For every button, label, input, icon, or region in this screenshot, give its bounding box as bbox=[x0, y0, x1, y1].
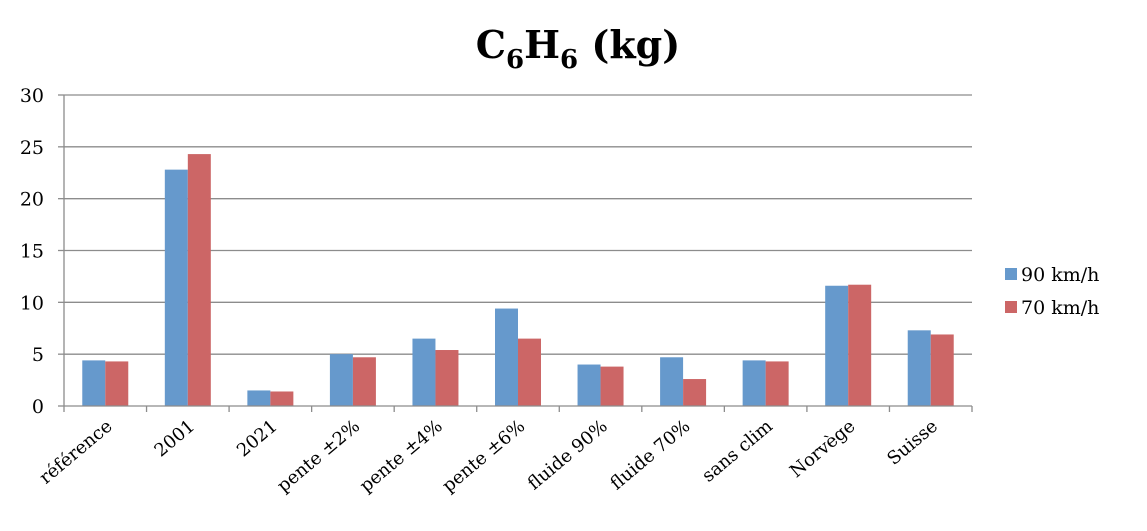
bar-series-2: 70 km/h · fluide 70%: 2.6 bbox=[683, 379, 707, 406]
x-tick-label: référence bbox=[35, 416, 116, 489]
y-tick-label: 30 bbox=[20, 85, 44, 107]
bar-series-1: 90 km/h · référence: 4.4 bbox=[82, 360, 106, 406]
bar-series-2: 70 km/h · référence: 4.3 bbox=[105, 361, 129, 406]
bar-series-2: 70 km/h · 2021: 1.4 bbox=[270, 391, 294, 406]
chart-title-part: 6 bbox=[506, 45, 524, 75]
bar-series-1: 90 km/h · fluide 70%: 4.7 bbox=[660, 357, 684, 406]
y-tick-label: 25 bbox=[20, 137, 44, 159]
bar-series-1: 90 km/h · Suisse: 7.3 bbox=[907, 330, 931, 406]
x-tick-label: pente ±2% bbox=[273, 416, 364, 497]
bar-series-1: 90 km/h · pente ±2%: 5 bbox=[329, 354, 353, 406]
x-tick-label: 2021 bbox=[233, 416, 282, 462]
x-tick-label: pente ±4% bbox=[356, 416, 447, 497]
chart-title-part: C bbox=[476, 22, 506, 67]
chart-title-part: H bbox=[524, 22, 560, 67]
x-tick-label: fluide 90% bbox=[524, 416, 612, 495]
x-tick-label: Suisse bbox=[883, 416, 942, 470]
bar-series-1: 90 km/h · 2021: 1.5 bbox=[247, 390, 271, 406]
bar-series-2: 70 km/h · pente ±6%: 6.5 bbox=[518, 338, 541, 406]
bar-series-1: 90 km/h · pente ±4%: 6.5 bbox=[412, 338, 436, 406]
bar-series-1: 90 km/h · fluide 90%: 4 bbox=[577, 364, 601, 406]
bar-series-2: 70 km/h · 2001: 24.3 bbox=[187, 154, 211, 406]
bar-series-2: 70 km/h · pente ±4%: 5.4 bbox=[435, 350, 459, 406]
bar-series-2: 70 km/h · fluide 90%: 3.8 bbox=[600, 366, 624, 406]
legend-swatch bbox=[1005, 268, 1017, 280]
y-tick-label: 0 bbox=[32, 396, 44, 418]
chart-title-part: (kg) bbox=[578, 22, 680, 67]
bar-series-2: 70 km/h · pente ±2%: 4.7 bbox=[352, 357, 376, 406]
x-tick-label: Norvège bbox=[786, 416, 859, 482]
bar-series-1: 90 km/h · 2001: 22.8 bbox=[164, 169, 188, 406]
bar-series-2: 70 km/h · Norvège: 11.7 bbox=[848, 284, 872, 406]
y-tick-label: 15 bbox=[20, 241, 44, 263]
chart-title-part: 6 bbox=[560, 45, 578, 75]
x-tick-label: 2001 bbox=[150, 416, 199, 462]
legend-label: 70 km/h bbox=[1021, 297, 1099, 319]
y-tick-label: 20 bbox=[20, 189, 44, 211]
y-tick-labels: 0 5 10 15 20 25 30 bbox=[20, 85, 44, 418]
legend-label: 90 km/h bbox=[1021, 264, 1099, 286]
y-tick-label: 5 bbox=[32, 344, 44, 366]
x-tick-label: pente ±6% bbox=[438, 416, 529, 497]
bar-series-1: 90 km/h · Norvège: 11.6 bbox=[825, 285, 849, 406]
legend: 90 km/h 70 km/h bbox=[1005, 264, 1099, 319]
x-tick-label: fluide 70% bbox=[606, 416, 694, 495]
x-tick-label: sans clim bbox=[698, 416, 777, 487]
bar-series-1: 90 km/h · sans clim: 4.4 bbox=[742, 360, 766, 406]
bar-series-1: 90 km/h · pente ±6%: 9.4 bbox=[495, 308, 518, 406]
legend-swatch bbox=[1005, 301, 1017, 313]
gridlines bbox=[64, 94, 972, 355]
chart-title: C6H6 (kg) bbox=[476, 22, 680, 75]
y-tick-label: 10 bbox=[20, 292, 44, 314]
bars: 90 km/h · référence: 4.470 km/h · référe… bbox=[82, 154, 954, 406]
axes bbox=[58, 94, 973, 412]
bar-series-2: 70 km/h · Suisse: 6.9 bbox=[930, 334, 954, 406]
bar-series-2: 70 km/h · sans clim: 4.3 bbox=[765, 361, 789, 406]
